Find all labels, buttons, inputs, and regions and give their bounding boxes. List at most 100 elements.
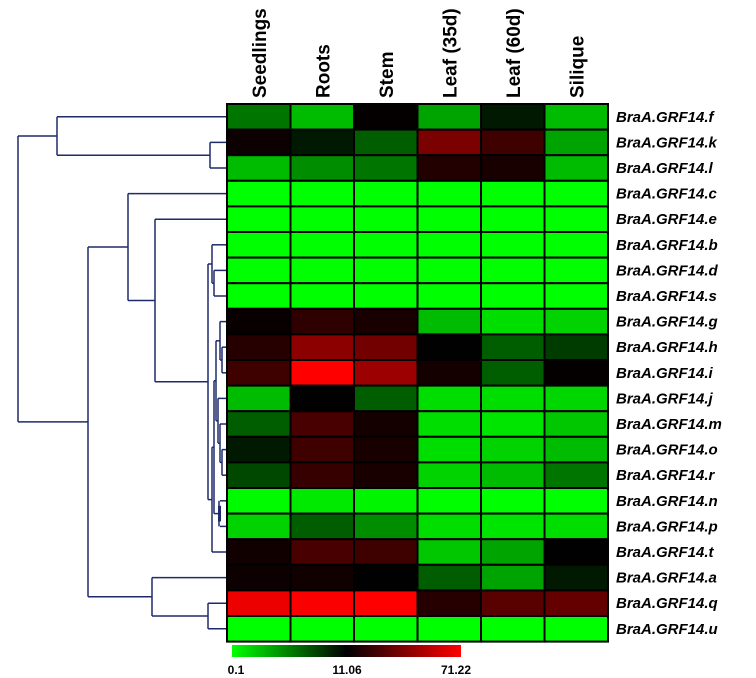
column-label: Stem (377, 52, 398, 98)
heatmap-cell (226, 256, 292, 285)
heatmap-cell (289, 154, 355, 182)
heatmap-cell (480, 487, 546, 515)
heatmap-cell (416, 538, 482, 566)
heatmap-cell (480, 179, 546, 208)
heatmap-cell (543, 307, 609, 336)
heatmap-cell (353, 154, 419, 182)
heatmap-cell (543, 563, 609, 592)
heatmap-cell (226, 563, 292, 592)
heatmap-cell (416, 435, 482, 464)
heatmap-cell (226, 179, 292, 208)
heatmap-cell (289, 205, 355, 233)
heatmap-cell (353, 103, 419, 131)
heatmap-cell (289, 435, 355, 464)
heatmap-cell (289, 410, 355, 438)
heatmap-cell (416, 128, 482, 157)
heatmap-cell (226, 205, 292, 233)
heatmap-cell (416, 282, 482, 310)
heatmap-cell (543, 128, 609, 157)
row-label: BraA.GRF14.o (616, 442, 718, 459)
heatmap-cell (543, 179, 609, 208)
heatmap-cell (416, 615, 482, 643)
heatmap-cell (353, 128, 419, 157)
row-label: BraA.GRF14.n (616, 493, 718, 510)
row-label: BraA.GRF14.s (616, 288, 717, 305)
heatmap-cell (543, 615, 609, 643)
heatmap-cell (226, 384, 292, 413)
heatmap-cell (543, 512, 609, 541)
heatmap-cell (480, 103, 546, 131)
heatmap-cell (226, 359, 292, 387)
row-label: BraA.GRF14.u (616, 621, 718, 638)
heatmap-cell (353, 512, 419, 541)
heatmap-cell (289, 231, 355, 259)
heatmap-cell (416, 589, 482, 618)
row-label: BraA.GRF14.g (616, 314, 718, 331)
heatmap-cell (480, 461, 546, 489)
heatmap-cell (353, 563, 419, 592)
row-label: BraA.GRF14.f (616, 109, 716, 126)
heatmap-cell (480, 282, 546, 310)
row-label: BraA.GRF14.c (616, 186, 718, 203)
heatmap-cell (416, 103, 482, 131)
heatmap-cell (289, 563, 355, 592)
heatmap-cell (226, 103, 292, 131)
heatmap-cell (289, 179, 355, 208)
heatmap-cell (353, 359, 419, 387)
color-scale-bar (232, 645, 461, 657)
heatmap-cell (289, 589, 355, 618)
row-label: BraA.GRF14.p (616, 518, 718, 535)
heatmap-cell (543, 154, 609, 182)
row-label: BraA.GRF14.j (616, 390, 714, 407)
heatmap-cell (353, 256, 419, 285)
heatmap-cell (543, 589, 609, 618)
heatmap-cell (543, 359, 609, 387)
heatmap-cell (543, 384, 609, 413)
heatmap-cell (543, 410, 609, 438)
heatmap-cell (416, 384, 482, 413)
heatmap-cell (543, 461, 609, 489)
heatmap-cell (480, 231, 546, 259)
row-label: BraA.GRF14.r (616, 467, 716, 484)
heatmap-cell (480, 538, 546, 566)
heatmap-cell (226, 512, 292, 541)
heatmap-cell (353, 615, 419, 643)
heatmap-cell (289, 359, 355, 387)
heatmap-cell (543, 231, 609, 259)
color-scale: 0.1 11.06 71.22 (228, 645, 471, 677)
scale-min-label: 0.1 (228, 663, 245, 677)
heatmap-cell (353, 307, 419, 336)
heatmap-cell (416, 154, 482, 182)
heatmap-cell (289, 384, 355, 413)
heatmap-cell (353, 461, 419, 489)
heatmap-cell (289, 512, 355, 541)
heatmap-cell (226, 333, 292, 361)
column-label: Silique (567, 36, 588, 98)
heatmap-cells (226, 103, 609, 643)
heatmap-cell (353, 487, 419, 515)
heatmap-cell (289, 538, 355, 566)
heatmap-cell (289, 282, 355, 310)
heatmap-cell (543, 538, 609, 566)
column-label: Leaf (35d) (440, 8, 461, 98)
row-label: BraA.GRF14.e (616, 211, 717, 228)
heatmap-cell (480, 359, 546, 387)
heatmap-cell (353, 282, 419, 310)
heatmap-cell (353, 410, 419, 438)
heatmap-cell (353, 205, 419, 233)
heatmap-cell (226, 410, 292, 438)
heatmap-cell (289, 128, 355, 157)
heatmap-cell (416, 410, 482, 438)
heatmap-cell (480, 512, 546, 541)
heatmap-cell (353, 231, 419, 259)
heatmap-cell (289, 256, 355, 285)
dendrogram (17, 116, 227, 630)
column-label: Roots (313, 44, 334, 98)
heatmap-cell (480, 333, 546, 361)
heatmap-cell (226, 128, 292, 157)
row-labels: BraA.GRF14.f BraA.GRF14.k BraA.GRF14.l BraA… (616, 109, 722, 638)
column-label: Leaf (60d) (504, 8, 525, 98)
heatmap-cell (289, 103, 355, 131)
heatmap-cell (543, 487, 609, 515)
